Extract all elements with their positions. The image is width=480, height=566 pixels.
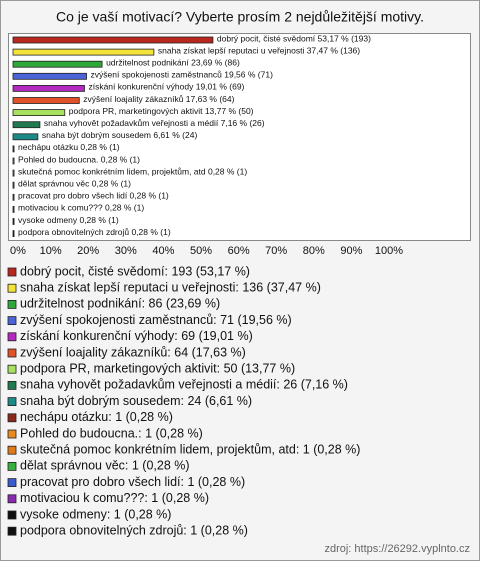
- x-tick-label: 40%: [152, 245, 174, 257]
- bar: [12, 193, 15, 201]
- value-label: nechápu otázku 0,28 % (1): [18, 142, 120, 152]
- bar: [12, 218, 15, 225]
- bar: [12, 169, 15, 177]
- legend-label: snaha vyhovět požadavkům veřejnosti a mé…: [20, 378, 348, 392]
- plot-area: [8, 33, 471, 241]
- bar: [12, 36, 214, 44]
- legend-label: Pohled do budoucna.: 1 (0,28 %): [20, 426, 203, 440]
- value-label: udržitelnost podnikání 23,69 % (86): [106, 57, 240, 67]
- chart-title: Co je vaší motivací? Vyberte prosím 2 ne…: [56, 9, 424, 25]
- legend-swatch: [7, 332, 17, 342]
- legend-swatch: [7, 445, 17, 455]
- legend-label: snaha být dobrým sousedem: 24 (6,61 %): [20, 394, 252, 408]
- legend-swatch: [7, 397, 17, 407]
- x-tick-label: 70%: [265, 245, 287, 257]
- value-label: snaha vyhovět požadavkům veřejnosti a mé…: [44, 118, 265, 128]
- legend-label: motivaciou k comu???: 1 (0,28 %): [20, 491, 209, 505]
- value-label: snaha být dobrým sousedem 6,61 % (24): [42, 130, 198, 140]
- legend-label: zvýšení spokojenosti zaměstnanců: 71 (19…: [20, 313, 292, 327]
- legend-label: snaha získat lepší reputaci u veřejnosti…: [20, 280, 321, 294]
- legend-label: zvýšení loajality zákazníků: 64 (17,63 %…: [20, 345, 246, 359]
- value-label: dobrý pocit, čisté svědomí 53,17 % (193): [217, 33, 371, 43]
- legend-label: skutečná pomoc konkrétním lidem, projekt…: [20, 442, 360, 456]
- bar: [12, 109, 66, 116]
- legend-label: podpora PR, marketingových aktivit: 50 (…: [20, 361, 295, 375]
- legend-label: dobrý pocit, čisté svědomí: 193 (53,17 %…: [20, 264, 250, 278]
- source: zdroj: https://26292.vyplnto.cz: [324, 543, 470, 555]
- legend-swatch: [7, 267, 17, 277]
- legend-swatch: [7, 380, 17, 390]
- value-label: zvýšení loajality zákazníků 17,63 % (64): [83, 94, 234, 104]
- legend-swatch: [7, 364, 17, 374]
- bar: [12, 48, 155, 56]
- value-label: podpora PR, marketingových aktivit 13,77…: [69, 106, 254, 116]
- value-label: pracovat pro dobro všech lidí 0,28 % (1): [18, 191, 169, 201]
- bar: [12, 85, 85, 92]
- x-tick-label: 80%: [303, 245, 325, 257]
- bar: [12, 72, 87, 80]
- legend-label: získání konkurenční výhody: 69 (19,01 %): [20, 329, 253, 343]
- bar: [12, 181, 15, 189]
- legend-label: vysoke odmeny: 1 (0,28 %): [20, 507, 171, 521]
- legend-label: udržitelnost podnikání: 86 (23,69 %): [20, 297, 220, 311]
- x-tick-label: 20%: [77, 245, 99, 257]
- value-label: dělat správnou věc 0,28 % (1): [18, 178, 131, 188]
- legend-swatch: [7, 299, 17, 309]
- bar: [12, 60, 103, 68]
- bar: [12, 97, 80, 104]
- legend-swatch: [7, 429, 17, 439]
- bar: [12, 121, 41, 129]
- bar: [12, 205, 15, 213]
- legend-swatch: [7, 526, 17, 536]
- bar: [12, 145, 15, 153]
- value-label: Pohled do budoucna. 0,28 % (1): [18, 154, 140, 164]
- legend-swatch: [7, 478, 17, 488]
- legend-swatch: [7, 413, 17, 423]
- legend-swatch: [7, 348, 17, 358]
- x-tick-label: 50%: [190, 245, 212, 257]
- x-tick-label: 60%: [228, 245, 250, 257]
- legend-swatch: [7, 510, 17, 520]
- legend-label: podpora obnovitelných zdrojů: 1 (0,28 %): [20, 523, 248, 537]
- x-tick-label: 0%: [10, 245, 26, 257]
- value-label: podpora obnovitelných zdrojů 0,28 % (1): [18, 227, 171, 237]
- legend-swatch: [7, 461, 17, 471]
- value-label: vysoke odmeny 0,28 % (1): [18, 215, 119, 225]
- x-tick-label: 100%: [375, 245, 403, 257]
- legend-swatch: [7, 494, 17, 504]
- legend-label: nechápu otázku: 1 (0,28 %): [20, 410, 173, 424]
- bar: [12, 157, 15, 165]
- x-tick-label: 30%: [115, 245, 137, 257]
- value-label: získání konkurenční výhody 19,01 % (69): [88, 82, 244, 92]
- value-label: skutečná pomoc konkrétním lidem, projekt…: [18, 166, 247, 176]
- legend-swatch: [7, 316, 17, 326]
- value-label: snaha získat lepší reputaci u veřejnosti…: [158, 45, 360, 55]
- bar: [12, 133, 39, 141]
- value-label: zvýšení spokojenosti zaměstnanců 19,56 %…: [91, 70, 274, 80]
- bar: [12, 230, 15, 238]
- x-tick-label: 90%: [340, 245, 362, 257]
- legend-label: dělat správnou věc: 1 (0,28 %): [20, 459, 190, 473]
- value-label: motivaciou k comu??? 0,28 % (1): [18, 203, 144, 213]
- x-tick-label: 10%: [40, 245, 62, 257]
- legend-swatch: [7, 283, 17, 293]
- legend-label: pracovat pro dobro všech lidí: 1 (0,28 %…: [20, 475, 245, 489]
